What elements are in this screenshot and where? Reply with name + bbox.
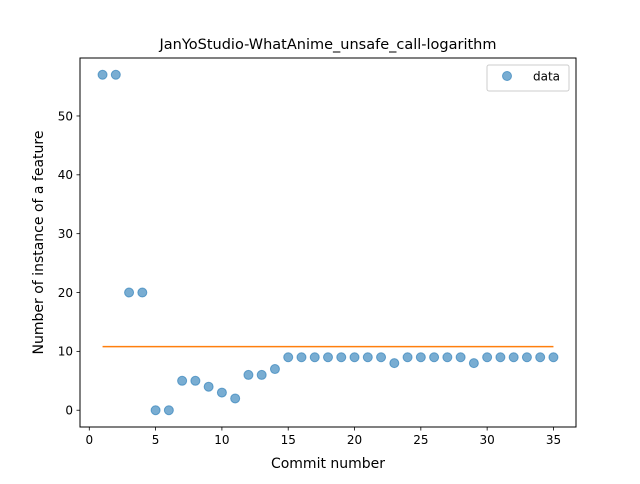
- data-point: [468, 358, 479, 369]
- data-point: [508, 352, 519, 363]
- data-point: [495, 352, 506, 363]
- data-point: [269, 364, 280, 375]
- data-point: [110, 69, 121, 80]
- plot-frame: [79, 57, 577, 428]
- data-point: [362, 352, 373, 363]
- y-tick-label: 10: [58, 345, 73, 359]
- data-point: [296, 352, 307, 363]
- data-point: [376, 352, 387, 363]
- data-point: [203, 381, 214, 392]
- data-point: [243, 369, 254, 380]
- data-point: [455, 352, 466, 363]
- y-tick-label: 50: [58, 109, 73, 123]
- x-axis-label: Commit number: [271, 456, 385, 472]
- y-tick-label: 20: [58, 286, 73, 300]
- data-point: [309, 352, 320, 363]
- y-tick-label: 0: [65, 404, 73, 418]
- data-point: [535, 352, 546, 363]
- x-tick-label: 30: [480, 433, 495, 447]
- data-point: [150, 405, 161, 416]
- legend-label-data: data: [533, 70, 560, 84]
- data-point: [124, 287, 135, 298]
- data-point: [256, 369, 267, 380]
- data-point: [349, 352, 360, 363]
- data-point: [442, 352, 453, 363]
- data-point: [402, 352, 413, 363]
- data-point: [177, 375, 188, 386]
- data-point: [283, 352, 294, 363]
- y-axis-label: Number of instance of a feature: [31, 131, 47, 355]
- data-point: [415, 352, 426, 363]
- data-point: [190, 375, 201, 386]
- x-tick-label: 10: [214, 433, 229, 447]
- data-point: [216, 387, 227, 398]
- x-tick-label: 0: [85, 433, 93, 447]
- x-tick-label: 25: [413, 433, 428, 447]
- data-point: [521, 352, 532, 363]
- x-tick-label: 35: [546, 433, 561, 447]
- chart-title: JanYoStudio-WhatAnime_unsafe_call-logari…: [158, 37, 496, 53]
- x-tick-label: 20: [347, 433, 362, 447]
- x-tick-label: 5: [152, 433, 160, 447]
- data-point: [137, 287, 148, 298]
- y-tick-label: 30: [58, 227, 73, 241]
- data-point: [230, 393, 241, 404]
- data-point: [336, 352, 347, 363]
- data-point: [429, 352, 440, 363]
- data-point: [482, 352, 493, 363]
- data-point: [163, 405, 174, 416]
- x-tick-label: 15: [281, 433, 296, 447]
- legend-marker-data: [502, 71, 512, 81]
- data-point: [97, 69, 108, 80]
- legend: data: [486, 64, 570, 92]
- y-tick-label: 40: [58, 168, 73, 182]
- data-point: [323, 352, 333, 363]
- data-point: [389, 358, 400, 369]
- data-point: [548, 352, 559, 363]
